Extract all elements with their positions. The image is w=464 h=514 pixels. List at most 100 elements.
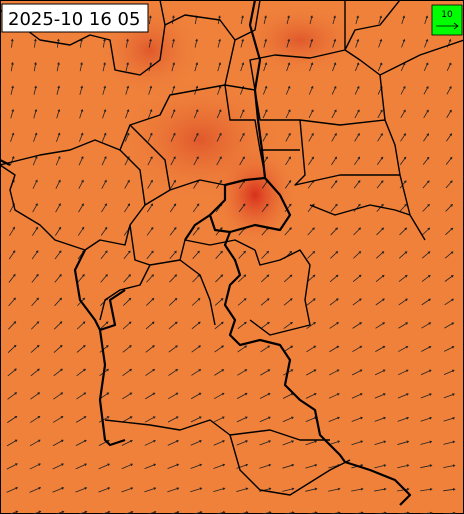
wind-arrow xyxy=(167,463,180,469)
wind-arrow xyxy=(377,133,383,142)
wind-arrow xyxy=(169,226,177,236)
wind-arrow xyxy=(398,322,409,329)
wind-arrow xyxy=(29,439,41,447)
wind-arrow xyxy=(329,345,340,353)
wind-arrow xyxy=(305,463,318,469)
wind-arrow xyxy=(101,179,107,189)
wind-arrow xyxy=(236,487,249,492)
wind-arrow xyxy=(443,440,456,445)
wind-arrow xyxy=(214,345,225,353)
wind-arrow xyxy=(236,440,249,446)
wind-arrow xyxy=(78,179,84,189)
wind-arrow xyxy=(216,109,222,119)
wind-arrow xyxy=(423,62,429,72)
wind-arrow xyxy=(352,298,362,306)
wind-arrow xyxy=(32,156,38,166)
wind-arrow xyxy=(398,251,408,259)
wind-arrow xyxy=(190,440,202,446)
wind-arrow xyxy=(351,393,363,399)
wind-arrow xyxy=(32,179,38,189)
wind-arrow xyxy=(33,85,37,95)
wind-arrow xyxy=(286,38,291,48)
wind-arrow xyxy=(191,297,201,306)
wind-arrow xyxy=(376,251,385,259)
wind-arrow xyxy=(309,15,313,25)
wind-arrow xyxy=(375,274,385,282)
wind-arrow xyxy=(374,487,387,492)
wind-arrow xyxy=(398,345,409,352)
wind-arrow xyxy=(282,463,295,469)
wind-arrow xyxy=(399,227,408,236)
wind-arrow xyxy=(171,62,176,72)
wind-arrow xyxy=(330,227,338,236)
wind-arrow xyxy=(421,346,432,352)
wind-arrow xyxy=(214,369,225,376)
wind-arrow xyxy=(263,15,267,25)
wind-arrow xyxy=(352,345,363,353)
wind-arrow xyxy=(397,440,410,445)
wind-arrow xyxy=(122,321,132,330)
wind-arrow xyxy=(445,156,453,165)
wind-arrow xyxy=(285,109,291,119)
wind-arrow xyxy=(444,251,454,259)
wind-arrow xyxy=(75,416,87,423)
wind-arrow xyxy=(8,273,16,283)
wind-arrow xyxy=(262,109,268,119)
wind-arrow xyxy=(285,156,291,166)
wind-arrow xyxy=(420,393,432,399)
wind-arrow xyxy=(193,156,199,166)
wind-arrow xyxy=(282,487,295,492)
wind-arrow xyxy=(8,321,17,330)
wind-arrow xyxy=(376,227,385,236)
wind-arrow xyxy=(446,86,452,95)
wind-arrow xyxy=(169,203,177,213)
wind-arrow xyxy=(308,156,314,166)
wind-arrow xyxy=(259,440,272,446)
wind-arrow xyxy=(237,321,247,330)
wind-arrow xyxy=(124,179,130,189)
wind-arrow xyxy=(75,463,87,470)
wind-arrow xyxy=(306,322,316,329)
wind-arrow xyxy=(193,109,199,119)
wind-arrow xyxy=(237,369,248,376)
wind-arrow xyxy=(55,179,61,189)
wind-arrow xyxy=(78,132,84,142)
wind-arrow xyxy=(217,38,221,48)
wind-arrow xyxy=(283,274,293,283)
wind-arrow xyxy=(29,487,42,493)
wind-arrow xyxy=(193,132,199,142)
wind-arrow xyxy=(398,298,408,306)
wind-arrow xyxy=(121,487,134,493)
wind-arrow xyxy=(10,38,14,48)
wind-arrow xyxy=(77,274,85,283)
wind-arrow xyxy=(76,392,87,400)
wind-arrow xyxy=(260,298,270,306)
wind-arrow xyxy=(75,439,87,447)
wind-arrow xyxy=(284,180,292,189)
wind-arrow xyxy=(145,345,155,353)
wind-arrow xyxy=(261,250,270,259)
wind-arrow xyxy=(445,180,453,189)
wind-arrow xyxy=(329,274,339,283)
wind-arrow xyxy=(240,38,245,48)
wind-arrow xyxy=(213,463,226,469)
wind-arrow xyxy=(308,85,314,95)
wind-arrow xyxy=(194,62,199,72)
wind-arrow xyxy=(259,463,272,469)
wind-arrow xyxy=(125,85,130,95)
wind-arrow xyxy=(400,85,406,95)
wind-arrow xyxy=(53,321,63,330)
wind-arrow xyxy=(32,203,38,213)
wind-arrow xyxy=(401,15,406,25)
wind-arrow xyxy=(397,369,409,376)
wind-arrow xyxy=(284,227,292,236)
wind-arrow xyxy=(282,440,295,446)
wind-arrow xyxy=(123,274,131,283)
wind-arrow xyxy=(168,321,178,330)
wind-arrow xyxy=(328,393,340,399)
wind-arrow xyxy=(167,440,179,446)
wind-arrow xyxy=(397,416,410,422)
wind-arrow xyxy=(307,250,316,259)
wind-arrow xyxy=(444,275,454,282)
wind-arrow xyxy=(98,416,110,423)
